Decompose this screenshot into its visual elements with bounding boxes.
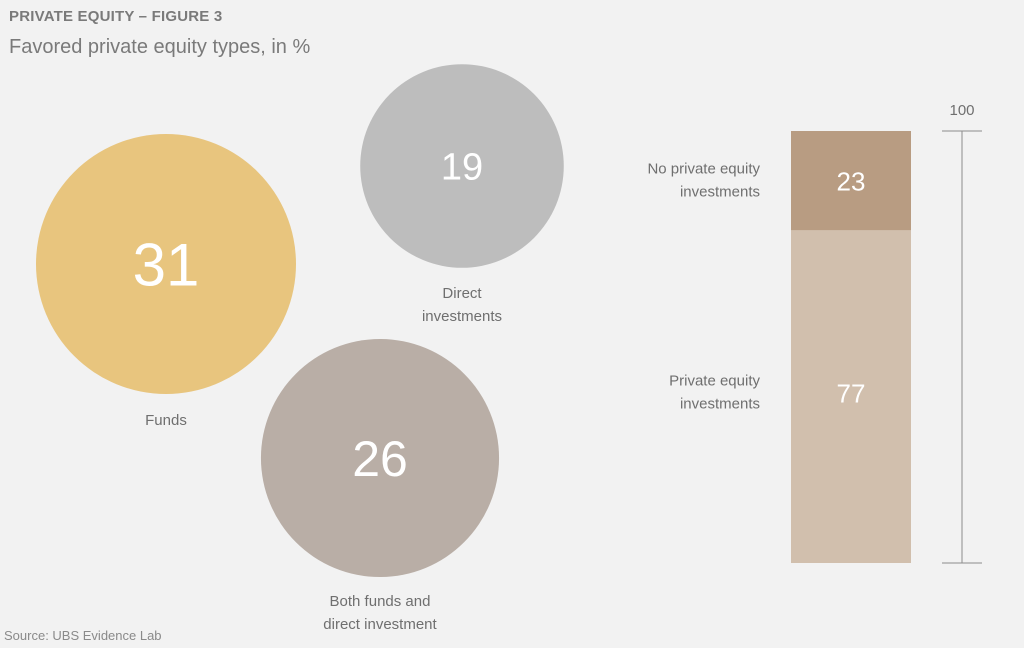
bubble-value-funds: 31 (133, 232, 200, 299)
bubble-value-direct-investments: 19 (441, 147, 483, 189)
bar-label-private-equity-investments: Private equity investments (669, 372, 760, 412)
bar-segment-private-equity-investments (791, 230, 911, 564)
chart-title: Favored private equity types, in % (9, 36, 311, 58)
bar-segment-no-private-equity-investments (791, 131, 911, 231)
bubble-label-both-funds-and-direct-investment: Both funds and direct investment (323, 593, 437, 633)
figure-kicker: PRIVATE EQUITY – FIGURE 3 (9, 8, 223, 25)
bubble-label-funds: Funds (145, 412, 187, 429)
bubble-direct-investments (360, 64, 564, 268)
scale-label: 100 (949, 102, 974, 119)
stacked-bar-chart: 23 No private equity investments 77 Private … (647, 102, 982, 564)
bar-label-no-private-equity-investments: No private equity investments (647, 161, 760, 201)
bar-value-private-equity-investments: 77 (837, 378, 866, 408)
source-note: Source: UBS Evidence Lab (4, 628, 162, 643)
bubble-label-direct-investments: Direct investments (422, 285, 502, 325)
bubble-both-funds-and-direct-investment (260, 338, 500, 578)
bar-value-no-private-equity-investments: 23 (837, 167, 866, 197)
bubble-chart: 31 Funds 19 Direct investments 26 Both funds a… (36, 64, 564, 633)
bubble-funds (36, 134, 296, 394)
bubble-value-both-funds-and-direct-investment: 26 (352, 431, 408, 487)
